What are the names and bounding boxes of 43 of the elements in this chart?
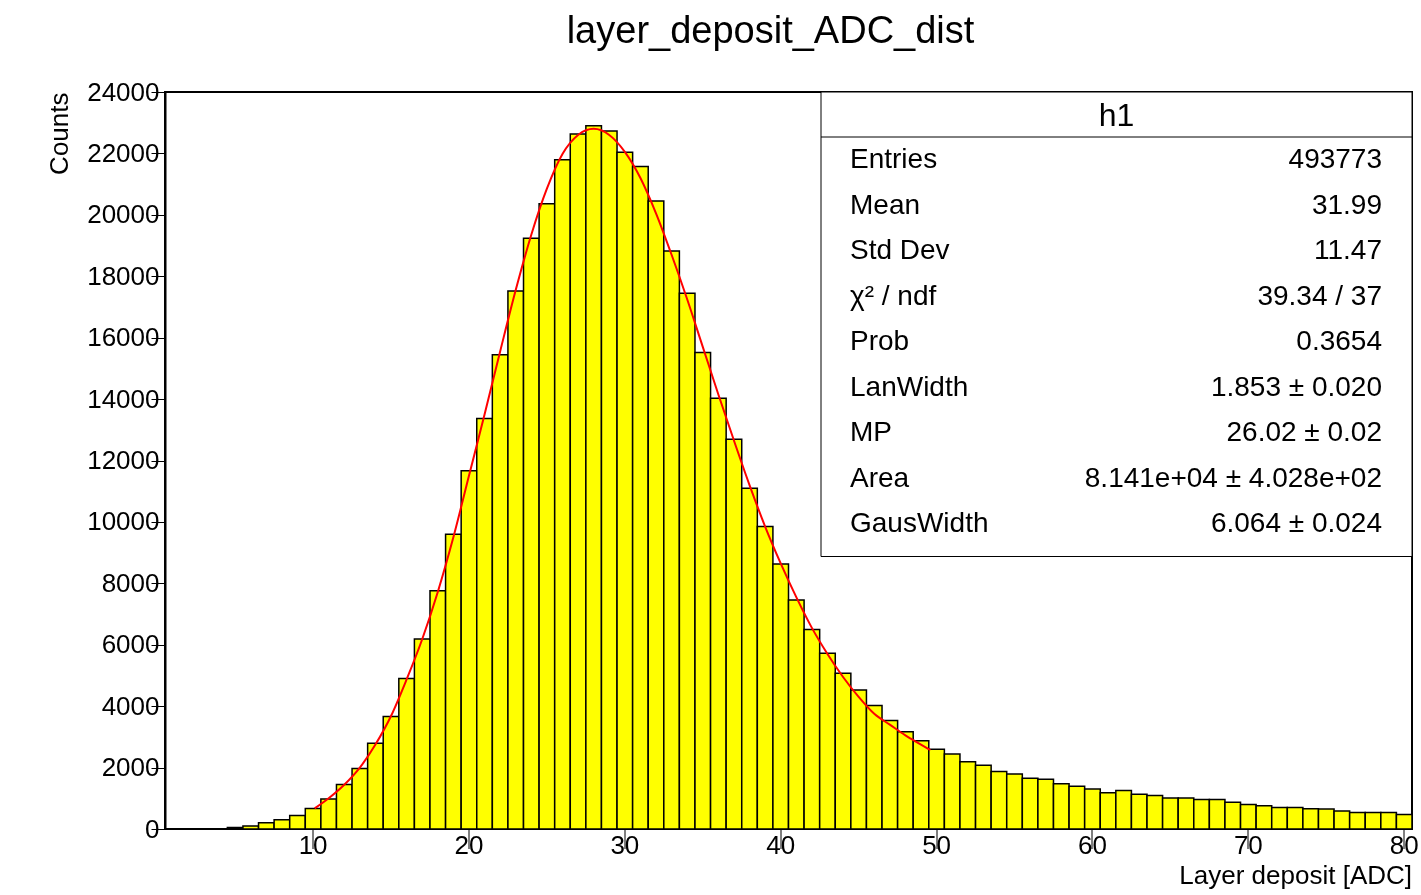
y-tick-label: 24000 [87,76,160,107]
x-tick-label: 20 [454,830,484,860]
y-tick-label: 0 [145,813,160,844]
annotation: Prob [850,325,910,356]
y-tick-label: 6000 [101,629,160,660]
y-tick-label: 4000 [101,690,160,721]
annotation: 8.141e+04 ± 4.028e+02 [1084,461,1382,493]
y-tick-label: 18000 [87,260,160,291]
y-tick-label: 10000 [87,506,160,537]
x-tick-label: 60 [1078,830,1107,860]
annotation: Std Dev [850,234,950,265]
x-tick-label: 50 [922,830,952,860]
annotation: Mean [850,188,921,220]
annotation: LanWidth [850,370,969,402]
annotation: GausWidth [850,507,989,538]
annotation: 6.064 ± 0.024 [1210,507,1382,538]
annotation: h1 [1098,96,1135,133]
annotation: χ² / ndf [850,279,937,311]
x-tick-label: 30 [610,830,640,860]
annotation: Area [850,461,910,493]
y-axis-title: Counts [44,92,75,175]
annotation: MP [850,416,892,447]
annotation: 11.47 [1314,234,1382,265]
y-tick-label: 14000 [87,383,160,414]
x-tick-label: 80 [1389,830,1419,860]
x-tick-label: 70 [1233,830,1263,860]
x-tick-label: 10 [298,830,328,860]
annotation: 31.99 [1311,188,1382,220]
chart-title: layer_deposit_ADC_dist [566,9,975,51]
y-tick-label: 22000 [87,137,160,168]
y-tick-label: 12000 [87,445,160,475]
x-axis-title: Layer deposit [ADC] [1179,860,1412,890]
y-tick-label: 20000 [87,199,160,230]
annotation: 493773 [1288,143,1382,174]
annotation: 26.02 ± 0.02 [1226,416,1382,447]
x-tick-label: 40 [766,830,796,860]
annotation: Entries [850,143,938,174]
annotation: 39.34 / 37 [1257,279,1382,311]
annotation: 0.3654 [1296,325,1382,356]
y-tick-label: 2000 [101,752,160,783]
y-tick-label: 8000 [101,567,160,598]
annotation: 1.853 ± 0.020 [1210,370,1382,402]
y-tick-label: 16000 [87,322,160,353]
